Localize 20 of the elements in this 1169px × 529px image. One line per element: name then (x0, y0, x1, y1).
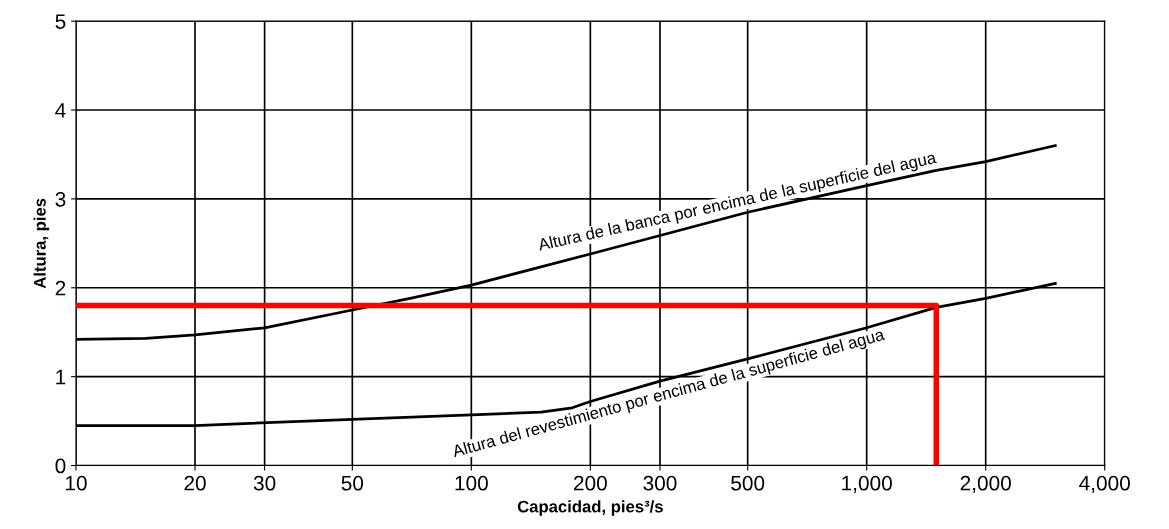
x-tick-label: 2,000 (960, 475, 1011, 494)
y-tick-label: 3 (55, 191, 66, 207)
y-tick-label: 5 (55, 14, 66, 29)
x-tick-label: 10 (65, 475, 87, 491)
x-tick-label: 30 (253, 475, 276, 491)
x-tick-label: 1,000 (842, 475, 892, 494)
x-axis-title: Capacidad, pies³/s (517, 500, 663, 516)
x-tick-label: 50 (341, 475, 364, 491)
y-tick-label: 4 (55, 103, 66, 118)
y-axis-title: Altura, pies (33, 198, 50, 289)
x-tick-label: 100 (455, 475, 488, 491)
y-tick-label: 2 (55, 280, 66, 296)
y-tick-label: 0 (55, 458, 66, 474)
x-tick-label: 300 (643, 475, 677, 491)
y-tick-label: 1 (56, 369, 66, 385)
x-tick-label: 4,000 (1079, 475, 1130, 494)
text: Altura de la banca por encima de la superficie del agua (537, 150, 938, 255)
x-tick-label: 200 (574, 475, 607, 491)
x-tick-label: 20 (184, 475, 206, 491)
x-tick-label: 500 (731, 475, 765, 491)
